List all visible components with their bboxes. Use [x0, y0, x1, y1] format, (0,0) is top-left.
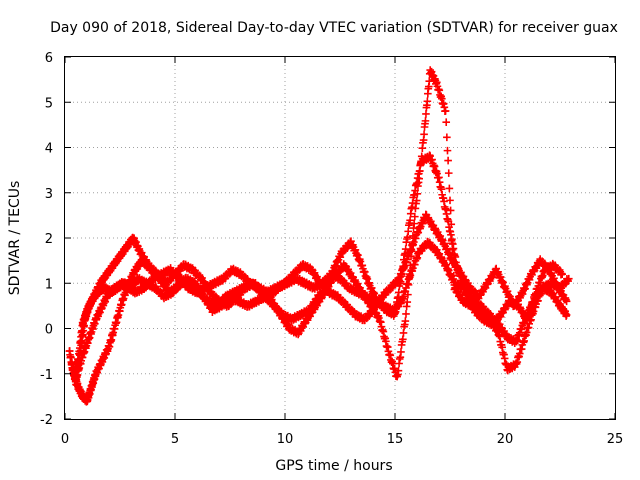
data-point [402, 310, 410, 318]
data-point [406, 216, 414, 225]
data-point [399, 329, 408, 337]
data-point [448, 235, 456, 243]
data-point [442, 118, 451, 126]
data-point [404, 281, 413, 289]
series-track-b [67, 151, 566, 389]
y-tick-label: 5 [45, 96, 53, 111]
data-point [444, 156, 452, 165]
data-point [423, 97, 432, 106]
data-layer [65, 66, 573, 406]
data-point [406, 261, 415, 270]
x-tick-label: 5 [171, 432, 179, 447]
ticks-layer: 0 5 10 15 20 25 -2 -1 0 1 2 3 4 5 6 [40, 51, 623, 447]
data-point [441, 107, 450, 115]
y-tick-label: -1 [40, 368, 53, 383]
data-point [443, 146, 452, 155]
x-tick-label: 10 [277, 432, 294, 447]
data-point [422, 110, 430, 118]
grid-layer [65, 57, 615, 419]
data-point [420, 130, 428, 139]
data-point [412, 196, 421, 205]
x-tick-label: 20 [497, 432, 514, 447]
x-axis-label: GPS time / hours [275, 458, 392, 474]
data-point [446, 206, 455, 215]
y-tick-label: 4 [45, 142, 53, 157]
data-point [421, 117, 430, 125]
data-point [558, 270, 566, 278]
chart-title: Day 090 of 2018, Sidereal Day-to-day VTE… [50, 20, 618, 36]
x-tick-label: 0 [61, 432, 69, 447]
data-point [404, 290, 412, 299]
data-point [405, 270, 414, 278]
data-point [447, 220, 456, 229]
data-point [403, 298, 412, 306]
data-point [562, 297, 571, 306]
data-point [448, 246, 457, 254]
data-point [401, 317, 410, 325]
data-point [410, 219, 418, 228]
y-tick-label: -2 [40, 413, 53, 428]
x-tick-label: 15 [387, 432, 404, 447]
data-point [445, 184, 454, 193]
data-point [417, 152, 426, 161]
data-point [444, 169, 453, 177]
data-point [416, 167, 424, 175]
data-point [397, 348, 405, 356]
x-tick-label: 25 [607, 432, 624, 447]
data-point [394, 366, 403, 375]
data-point [404, 227, 412, 236]
data-point [565, 274, 573, 283]
series-track-c [70, 66, 571, 406]
y-tick-label: 0 [45, 323, 53, 338]
y-tick-label: 2 [45, 232, 53, 247]
y-tick-label: 3 [45, 187, 53, 202]
data-point [394, 288, 403, 297]
series-track-d [72, 210, 571, 383]
data-point [392, 304, 401, 313]
data-point [449, 271, 458, 280]
data-point [446, 196, 454, 205]
data-point [443, 133, 451, 142]
y-axis-label: SDTVAR / TECUs [7, 181, 23, 296]
y-tick-label: 1 [45, 277, 53, 292]
data-point [415, 174, 423, 183]
data-point [447, 231, 455, 239]
data-point [411, 212, 419, 221]
data-point [562, 311, 571, 319]
y-tick-label: 6 [45, 51, 53, 66]
plot-frame [64, 56, 616, 420]
data-point [413, 190, 422, 198]
data-point [399, 335, 407, 344]
